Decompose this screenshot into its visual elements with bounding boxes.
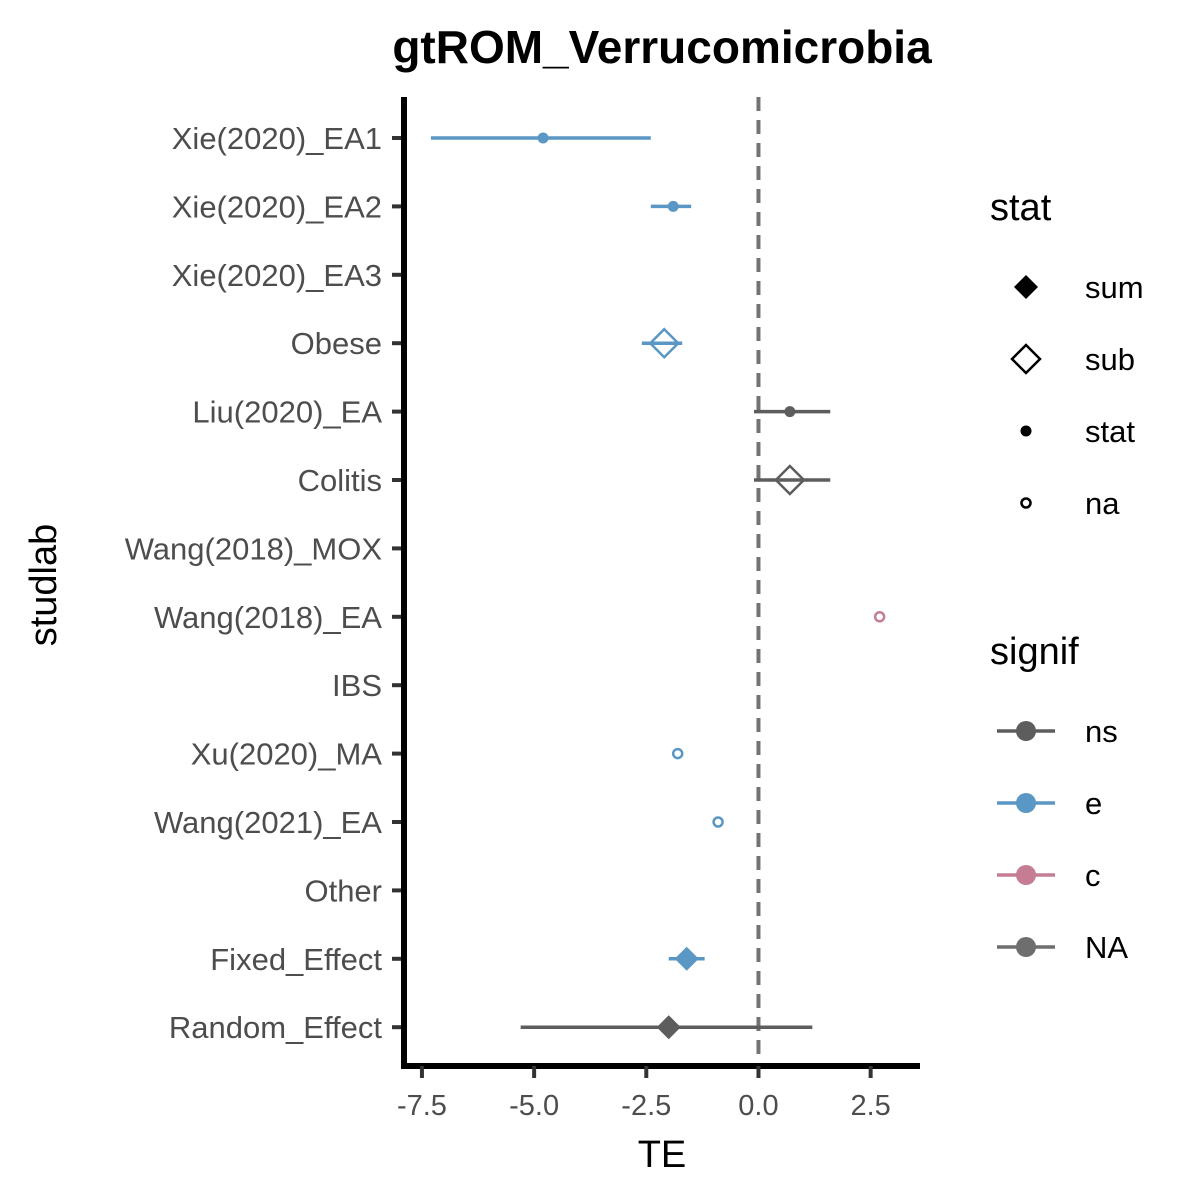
legend-label: na bbox=[1085, 486, 1120, 521]
plot-area bbox=[430, 97, 886, 1066]
y-tick-label: Obese bbox=[291, 326, 382, 361]
legend-label: sub bbox=[1085, 342, 1135, 377]
x-tick-label: 0.0 bbox=[738, 1090, 778, 1122]
x-tick-label: 2.5 bbox=[850, 1090, 890, 1122]
legend-key-dot bbox=[1016, 793, 1036, 813]
x-axis-title: TE bbox=[638, 1134, 687, 1176]
point-estimate bbox=[648, 327, 681, 359]
legend-key bbox=[1014, 275, 1038, 299]
point-estimate bbox=[712, 816, 724, 828]
x-tick-label: -2.5 bbox=[621, 1090, 671, 1122]
point-estimate bbox=[537, 132, 549, 144]
y-tick-label: Xie(2020)_EA2 bbox=[172, 189, 382, 224]
legend-label: e bbox=[1085, 786, 1102, 821]
chart-title: gtROM_Verrucomicrobia bbox=[392, 21, 932, 73]
point-estimate bbox=[671, 747, 684, 760]
y-tick-label: Colitis bbox=[298, 463, 382, 498]
y-tick-label: Wang(2018)_MOX bbox=[125, 531, 383, 566]
y-axis-title: studlab bbox=[23, 524, 65, 647]
point-estimate bbox=[784, 406, 796, 418]
x-tick-label: -5.0 bbox=[509, 1090, 559, 1122]
y-tick-label: Wang(2021)_EA bbox=[154, 805, 382, 840]
point-estimate bbox=[873, 611, 886, 623]
legend-title: stat bbox=[990, 187, 1052, 229]
legend-key-dot bbox=[1016, 865, 1036, 885]
legend-key bbox=[1020, 425, 1032, 437]
legend-label: ns bbox=[1085, 714, 1118, 749]
y-tick-label: Xu(2020)_MA bbox=[191, 737, 383, 772]
point-estimate bbox=[656, 1015, 681, 1040]
legend-key bbox=[1020, 497, 1032, 509]
legend-label: NA bbox=[1085, 930, 1128, 965]
legend-label: stat bbox=[1085, 414, 1135, 449]
x-tick-label: -7.5 bbox=[397, 1090, 447, 1122]
point-estimate bbox=[774, 464, 806, 496]
legend-title: signif bbox=[990, 631, 1079, 673]
y-tick-label: Liu(2020)_EA bbox=[192, 395, 382, 430]
point-estimate bbox=[667, 200, 679, 212]
y-tick-label: Fixed_Effect bbox=[210, 942, 382, 977]
y-tick-label: Xie(2020)_EA1 bbox=[172, 121, 382, 156]
y-tick-label: Random_Effect bbox=[169, 1010, 382, 1045]
legend-label: sum bbox=[1085, 270, 1144, 305]
legend-key-dot bbox=[1016, 721, 1036, 741]
y-tick-label: IBS bbox=[332, 668, 382, 703]
legend-key-dot bbox=[1016, 937, 1036, 957]
y-tick-label: Other bbox=[304, 873, 382, 908]
legend: stat sum sub stat na signif ns e c NA bbox=[990, 187, 1144, 965]
y-tick-label: Xie(2020)_EA3 bbox=[172, 258, 382, 293]
axes: Xie(2020)_EA1 Xie(2020)_EA2 Xie(2020)_EA3 O… bbox=[125, 97, 920, 1122]
legend-key bbox=[1010, 343, 1042, 375]
legend-label: c bbox=[1085, 858, 1101, 893]
point-estimate bbox=[674, 946, 699, 971]
y-tick-label: Wang(2018)_EA bbox=[154, 600, 382, 635]
